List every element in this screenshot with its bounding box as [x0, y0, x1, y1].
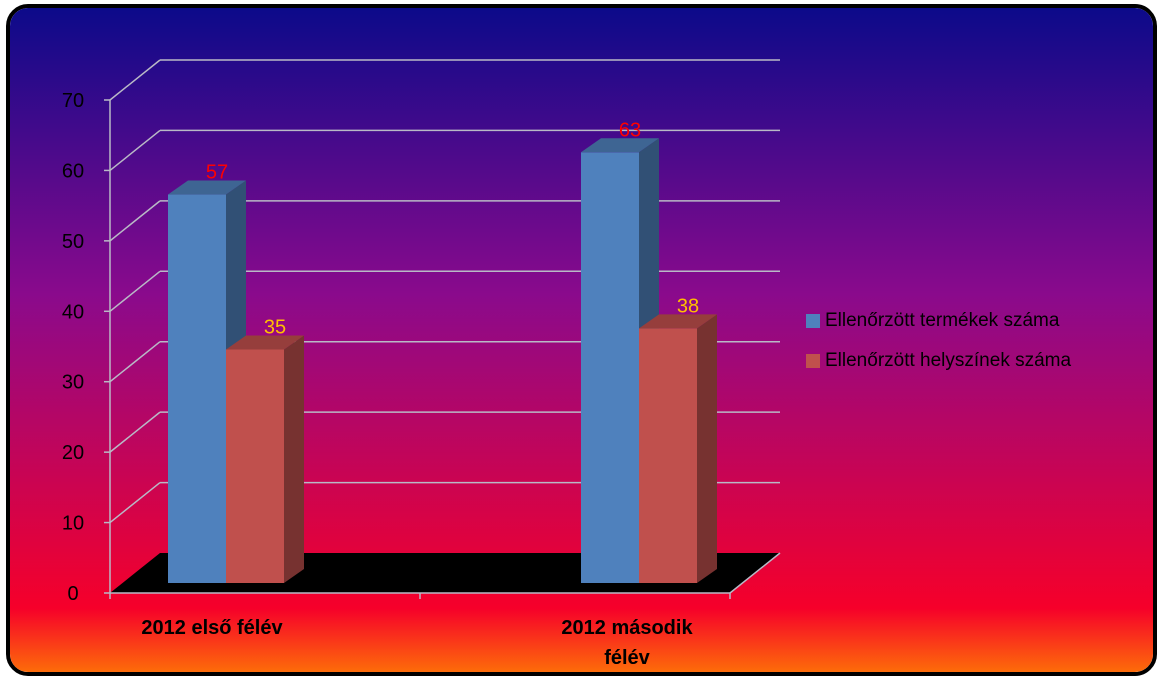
bar-side: [697, 314, 717, 583]
gridline-diagonal: [109, 59, 161, 101]
y-tick-label: 70: [62, 90, 84, 112]
legend-item: Ellenőrzött helyszínek száma: [806, 346, 1071, 376]
gridline-diagonal: [109, 481, 161, 524]
bar-top: [168, 180, 246, 195]
x-category-label: 2012 második félév: [561, 617, 693, 669]
bar-top: [226, 335, 304, 350]
legend: Ellenőrzött termékek száma Ellenőrzött h…: [806, 306, 1071, 386]
gridline-diagonal: [109, 341, 161, 383]
gridline-diagonal: [109, 200, 161, 242]
bar-top: [581, 138, 659, 153]
legend-swatch: [806, 354, 820, 368]
legend-swatch: [806, 314, 820, 328]
y-tick-label: 40: [62, 301, 84, 323]
bar: [639, 328, 697, 583]
legend-label: Ellenőrzött termékek száma: [825, 310, 1060, 331]
y-tick-label: 10: [62, 513, 84, 535]
gridline-diagonal: [109, 270, 161, 312]
y-tick-label: 50: [62, 231, 84, 253]
data-label: 57: [206, 162, 228, 184]
bar: [168, 194, 226, 584]
chart-frame: 0 10 20 30 40 50 60 70 57 35 63 38 2012 első félév 2…: [6, 4, 1157, 676]
x-category-label: 2012 első félév: [141, 617, 283, 639]
x-axis-depth-line: [729, 552, 781, 594]
y-tick-label: 0: [67, 583, 78, 605]
y-tick-label: 20: [62, 442, 84, 464]
chart-plot: 0 10 20 30 40 50 60 70 57 35 63 38 2012 első félév 2…: [10, 8, 1153, 672]
bar: [581, 152, 639, 584]
legend-label: Ellenőrzött helyszínek száma: [825, 350, 1072, 371]
data-label: 38: [677, 295, 699, 317]
data-label: 35: [264, 317, 286, 339]
gridline-diagonal: [109, 411, 161, 453]
y-tick-label: 60: [62, 160, 84, 182]
bar: [226, 349, 284, 583]
data-label: 63: [619, 119, 641, 141]
bar-side: [284, 335, 304, 583]
gridline-diagonal: [109, 129, 161, 172]
legend-item: Ellenőrzött termékek száma: [806, 306, 1071, 336]
bar-top: [639, 314, 717, 329]
y-tick-label: 30: [62, 372, 84, 394]
